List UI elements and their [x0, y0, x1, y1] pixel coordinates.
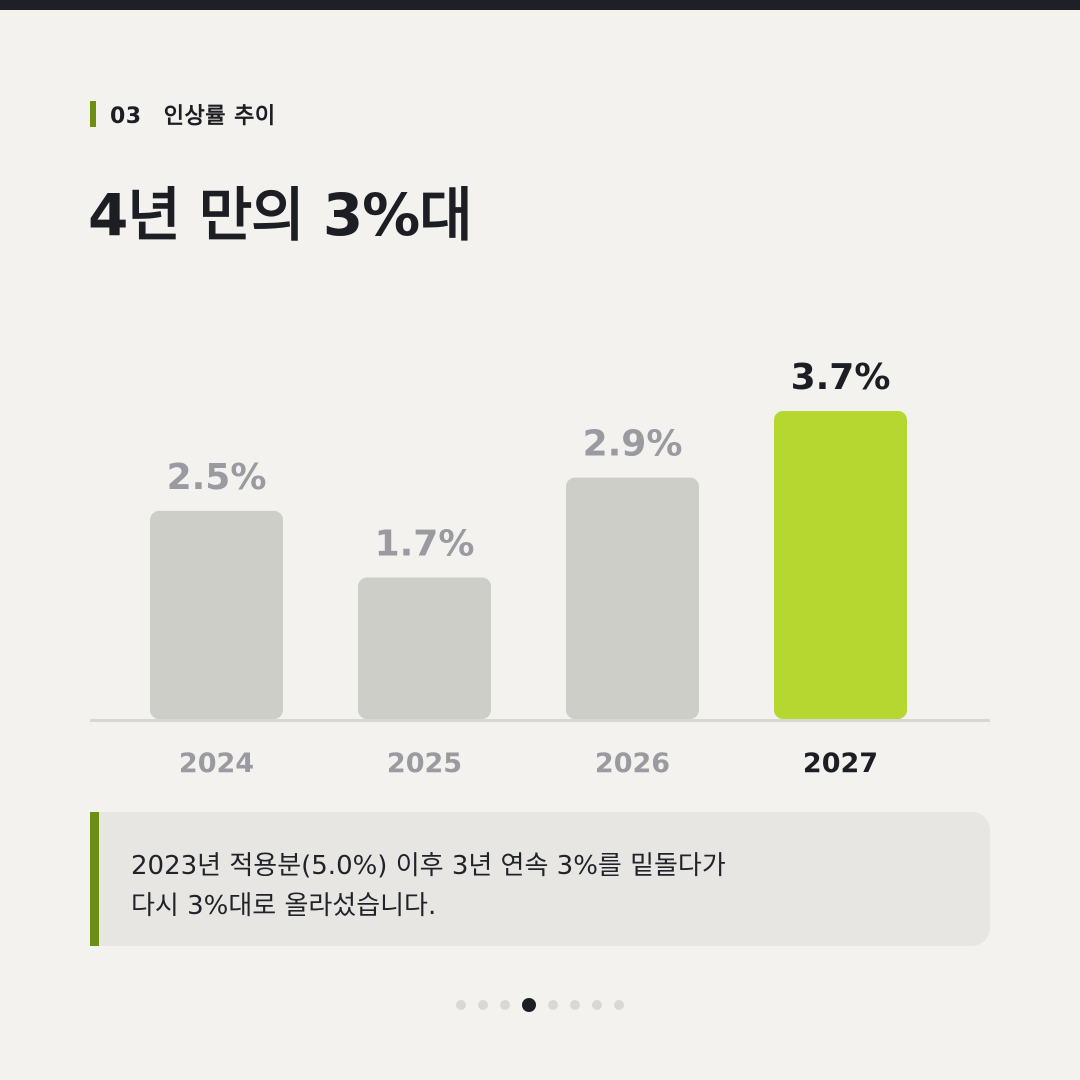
page-dot-active[interactable] — [522, 998, 536, 1012]
page-dot[interactable] — [478, 1000, 488, 1010]
x-tick-label-2025: 2025 — [387, 748, 462, 779]
bar-2024 — [150, 510, 283, 719]
x-tick-label-2026: 2026 — [595, 748, 670, 779]
page-dot[interactable] — [548, 1000, 558, 1010]
bar-2025 — [358, 577, 491, 719]
page-indicator — [0, 998, 1080, 1012]
page-dot[interactable] — [456, 1000, 466, 1010]
bar-2026 — [566, 477, 699, 719]
x-tick-label-2024: 2024 — [179, 748, 254, 779]
note-line-2: 다시 3%대로 올라섰습니다. — [131, 891, 437, 921]
bar-value-label-2025: 1.7% — [375, 523, 475, 564]
page-dot[interactable] — [500, 1000, 510, 1010]
bar-value-label-2026: 2.9% — [583, 424, 683, 465]
x-tick-label-2027: 2027 — [803, 748, 878, 779]
page-dot[interactable] — [570, 1000, 580, 1010]
bar-2027 — [774, 411, 907, 719]
section-title: 인상률 추이 — [163, 104, 276, 129]
note-line-1: 2023년 적용분(5.0%) 이후 3년 연속 3%를 밑돌다가 — [131, 851, 726, 881]
note-box: 2023년 적용분(5.0%) 이후 3년 연속 3%를 밑돌다가 다시 3%대… — [90, 812, 990, 946]
section-label: 03 인상률 추이 — [90, 100, 276, 129]
bar-value-label-2024: 2.5% — [167, 457, 267, 498]
section-number: 03 — [110, 104, 142, 129]
bar-chart: 2.5% 2024 1.7% 2025 2.9% 2026 3.7% 2027 — [90, 357, 990, 779]
bar-value-label-2027: 3.7% — [791, 357, 891, 398]
page-dot[interactable] — [592, 1000, 602, 1010]
page-title: 4년 만의 3%대 — [88, 181, 473, 249]
top-strip — [0, 0, 1080, 10]
page-dot[interactable] — [614, 1000, 624, 1010]
section-marker — [90, 101, 96, 127]
